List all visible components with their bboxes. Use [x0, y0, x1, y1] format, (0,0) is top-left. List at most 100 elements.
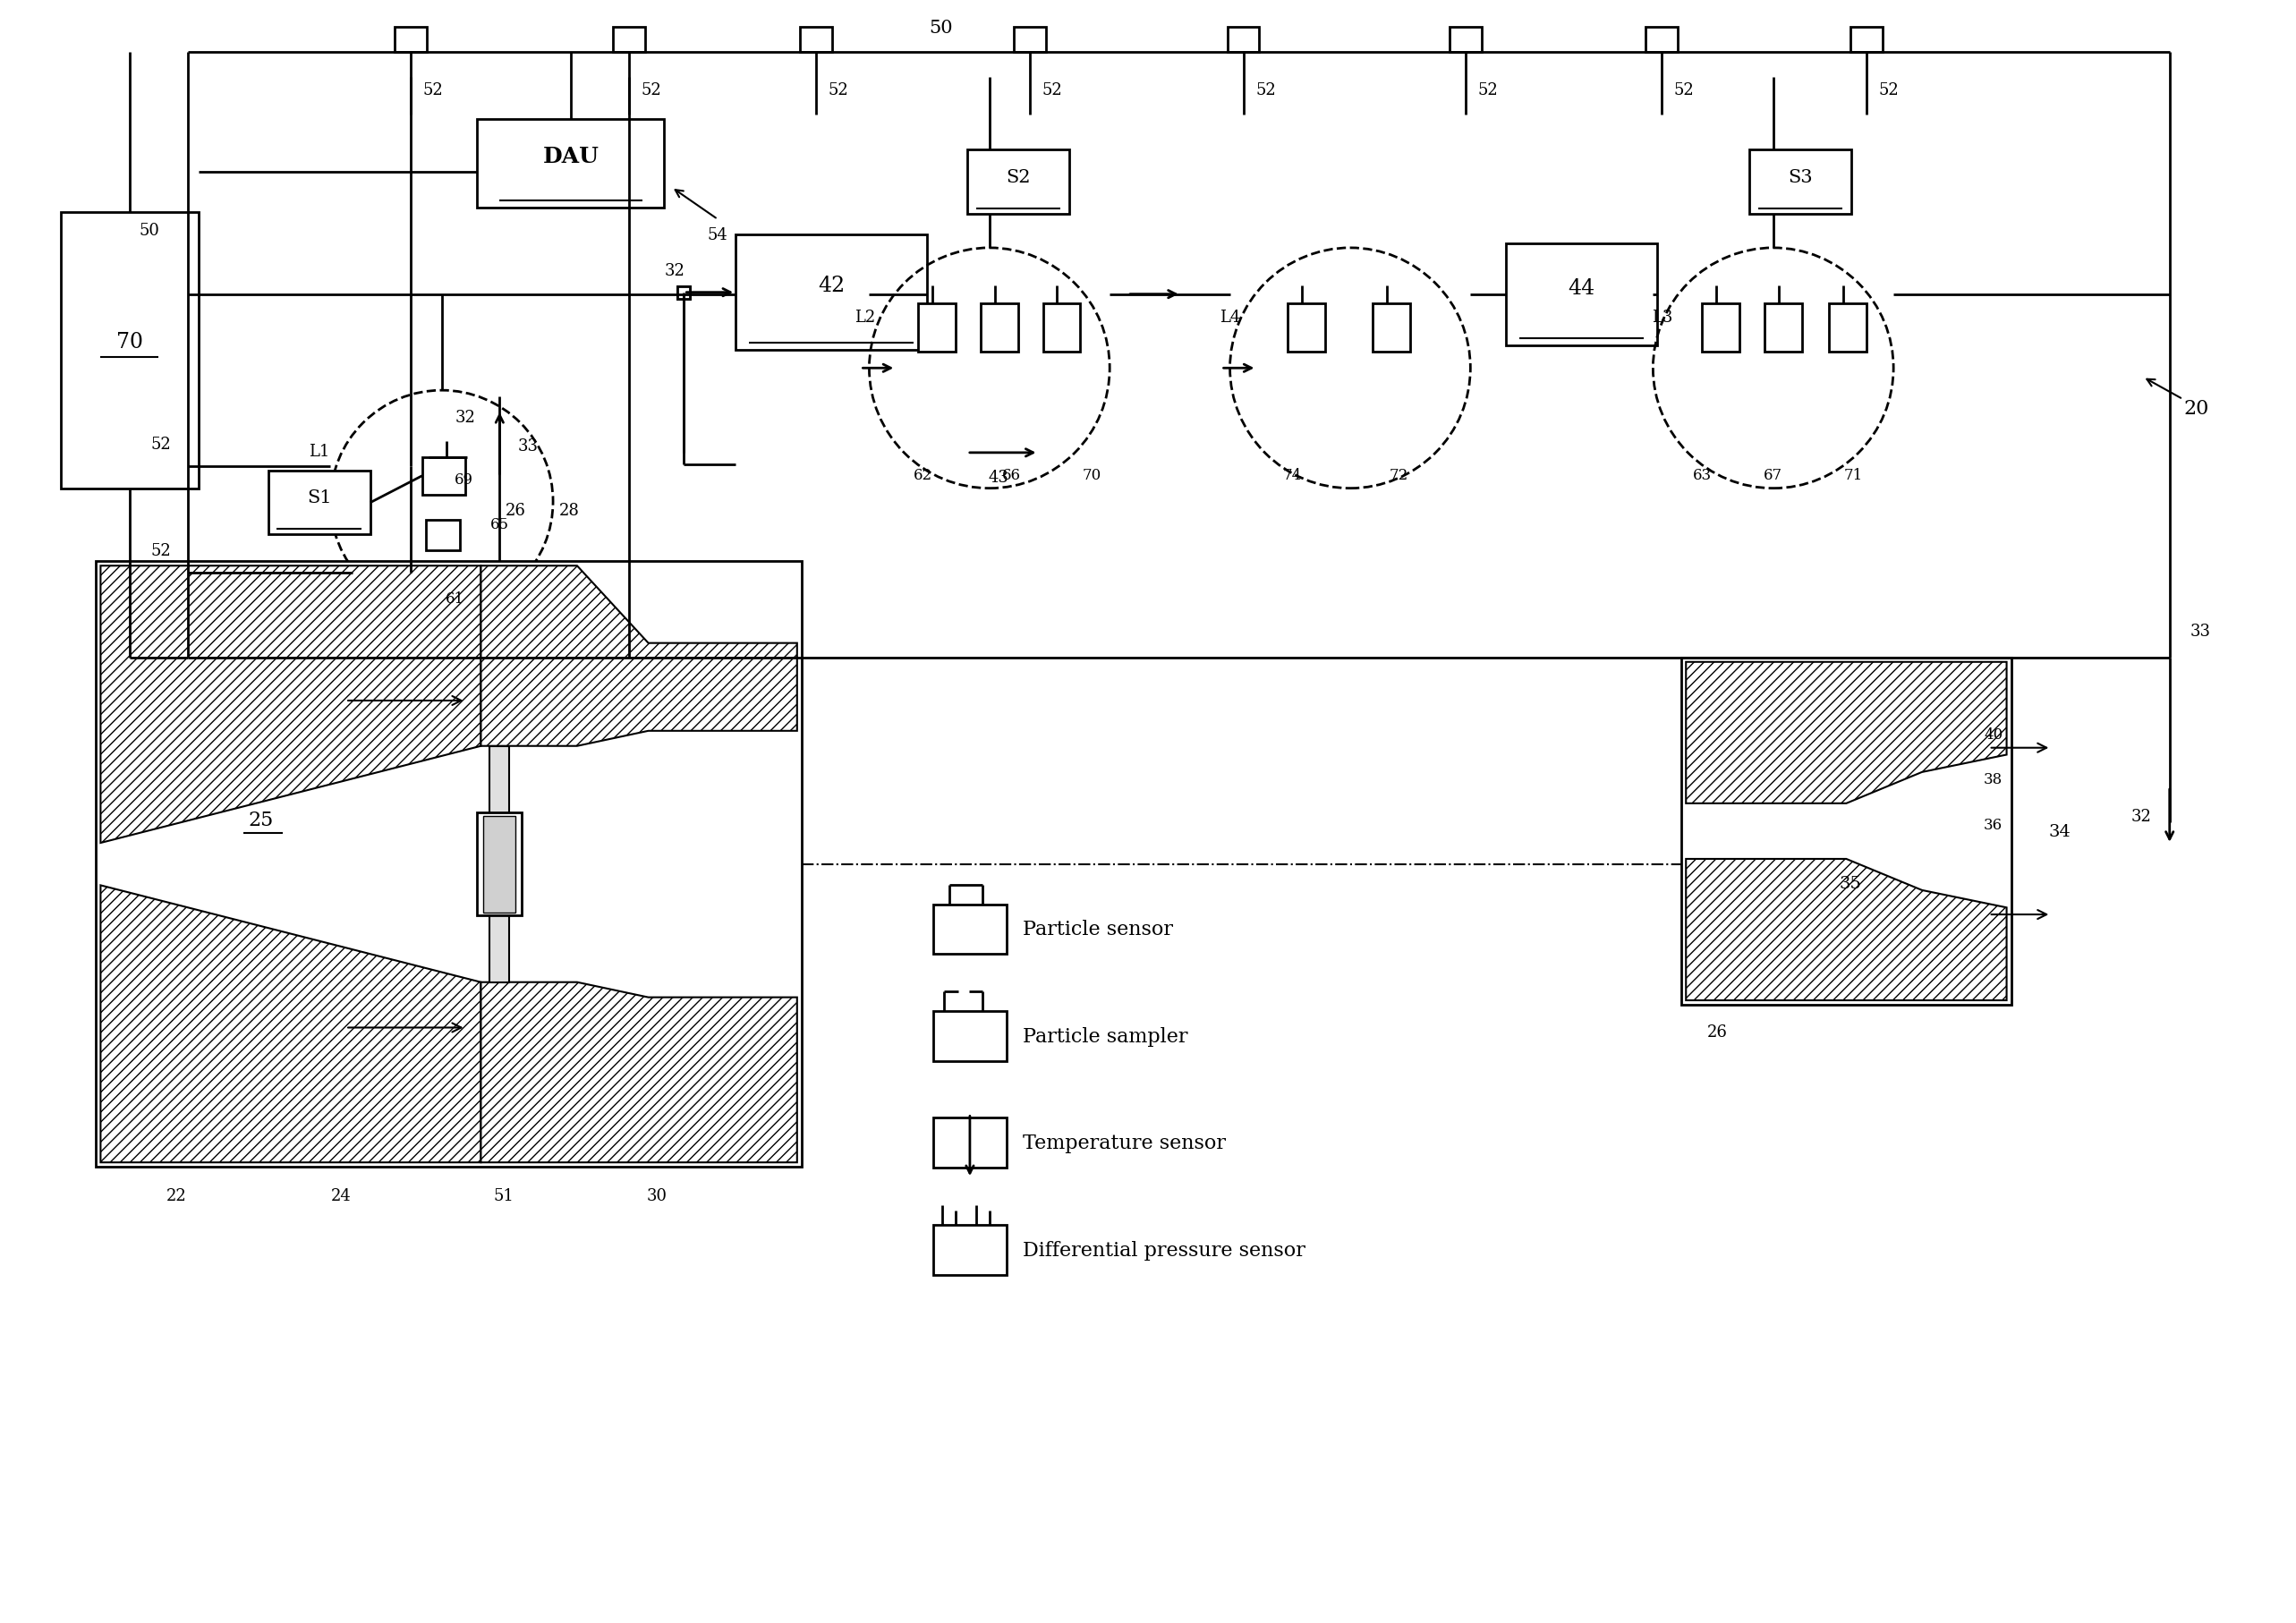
Bar — [613, 28, 645, 52]
Text: 51: 51 — [494, 1188, 514, 1204]
Bar — [1830, 304, 1867, 352]
Text: 61: 61 — [445, 591, 464, 605]
Text: 30: 30 — [647, 1188, 668, 1204]
Bar — [799, 28, 831, 52]
Bar — [1228, 28, 1258, 52]
Text: Particle sensor: Particle sensor — [1022, 920, 1173, 940]
Text: 40: 40 — [1984, 727, 2002, 742]
Text: 44: 44 — [1568, 278, 1596, 299]
Text: 71: 71 — [1844, 467, 1862, 484]
Text: 52: 52 — [1479, 83, 1499, 97]
Text: 72: 72 — [1389, 467, 1410, 484]
Text: 34: 34 — [2048, 823, 2071, 839]
Text: S3: S3 — [1789, 169, 1814, 185]
Text: 70: 70 — [117, 331, 142, 352]
Bar — [1701, 304, 1740, 352]
Text: 36: 36 — [1984, 816, 2002, 833]
Text: 42: 42 — [817, 276, 845, 295]
Text: 52: 52 — [152, 437, 172, 453]
Text: 50: 50 — [138, 222, 158, 239]
Bar — [478, 120, 664, 208]
Text: 33: 33 — [2190, 623, 2211, 639]
Text: L1: L1 — [308, 443, 328, 459]
Text: Temperature sensor: Temperature sensor — [1022, 1133, 1226, 1152]
Bar — [60, 213, 197, 489]
Text: 20: 20 — [2183, 399, 2209, 419]
Bar — [1373, 304, 1410, 352]
Bar — [1288, 304, 1325, 352]
Text: 52: 52 — [641, 83, 661, 97]
Text: 52: 52 — [1674, 83, 1694, 97]
Bar — [489, 747, 510, 982]
Bar — [425, 566, 459, 599]
Bar — [934, 1011, 1006, 1061]
Text: S1: S1 — [308, 489, 331, 506]
Text: 25: 25 — [248, 810, 273, 829]
Bar — [478, 813, 521, 915]
Text: 66: 66 — [1003, 467, 1022, 484]
Text: 69: 69 — [455, 472, 473, 487]
Text: 54: 54 — [707, 227, 728, 243]
Text: 32: 32 — [455, 409, 475, 425]
Text: 50: 50 — [928, 19, 953, 36]
Bar — [484, 816, 517, 912]
Text: 26: 26 — [505, 502, 526, 518]
Text: 38: 38 — [1984, 773, 2002, 787]
Text: S2: S2 — [1006, 169, 1031, 185]
Text: 52: 52 — [1878, 83, 1899, 97]
Bar — [934, 904, 1006, 954]
Text: 28: 28 — [558, 502, 579, 518]
Bar — [1851, 28, 1883, 52]
Bar — [425, 519, 459, 552]
Text: 67: 67 — [1763, 467, 1782, 484]
Bar — [918, 304, 955, 352]
Text: L4: L4 — [1219, 308, 1240, 325]
Text: 63: 63 — [1692, 467, 1711, 484]
Text: 26: 26 — [1706, 1024, 1727, 1040]
Text: 70: 70 — [1081, 467, 1102, 484]
Bar — [1042, 304, 1081, 352]
Text: L2: L2 — [854, 308, 875, 325]
Polygon shape — [480, 982, 797, 1162]
Bar — [1646, 28, 1678, 52]
Bar — [1681, 657, 2011, 1005]
Text: 52: 52 — [152, 544, 172, 560]
Polygon shape — [101, 886, 480, 1162]
Bar — [677, 287, 691, 299]
Text: 32: 32 — [666, 263, 684, 279]
Text: L3: L3 — [1651, 308, 1671, 325]
Polygon shape — [480, 566, 797, 747]
Text: 43: 43 — [987, 469, 1008, 485]
Text: 33: 33 — [519, 438, 537, 454]
Bar — [1013, 28, 1045, 52]
Text: 52: 52 — [1042, 83, 1063, 97]
Bar — [1763, 304, 1802, 352]
Polygon shape — [1685, 859, 2007, 1001]
Text: 65: 65 — [491, 516, 510, 532]
Text: 24: 24 — [331, 1188, 351, 1204]
Text: DAU: DAU — [542, 146, 599, 167]
Bar — [1750, 151, 1851, 214]
Bar — [934, 1118, 1006, 1169]
Text: 35: 35 — [1839, 875, 1862, 891]
Text: 74: 74 — [1283, 467, 1302, 484]
Text: 52: 52 — [422, 83, 443, 97]
Bar — [422, 458, 464, 495]
Bar — [967, 151, 1070, 214]
Bar — [1506, 243, 1658, 346]
Bar — [735, 235, 928, 351]
Bar — [269, 471, 370, 536]
Bar — [395, 28, 427, 52]
Bar — [96, 562, 801, 1167]
Bar — [980, 304, 1017, 352]
Bar — [1451, 28, 1481, 52]
Text: Differential pressure sensor: Differential pressure sensor — [1022, 1240, 1304, 1259]
Text: 52: 52 — [829, 83, 847, 97]
Text: 22: 22 — [165, 1188, 186, 1204]
Polygon shape — [101, 566, 480, 844]
Text: 62: 62 — [914, 467, 932, 484]
Polygon shape — [1685, 662, 2007, 803]
Text: 32: 32 — [2131, 808, 2151, 824]
Text: 52: 52 — [1256, 83, 1277, 97]
Bar — [677, 287, 691, 299]
